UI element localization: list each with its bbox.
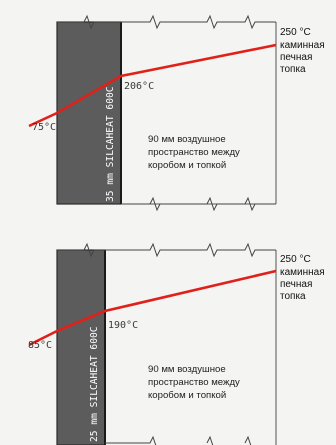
bottom-air-gap-note-line-2: пространство между [148,377,240,388]
top-board-label: 35 mm SILCAHEAT 600C [105,86,116,202]
top-firebox-temp: 250 °C [280,27,311,38]
bottom-diagram: 85°C 190°C 25 mm SILCAHEAT 600C 90 мм во… [28,244,327,445]
top-air-gap-note-line-2: пространство между [148,147,240,158]
top-diagram: 75°C 206°C 35 mm SILCAHEAT 600C 90 мм во… [29,16,327,210]
bottom-firebox-label: каминная печная топка [280,267,327,302]
top-temp-interface: 206°C [124,81,154,92]
top-temp-outside: 75°C [32,122,56,133]
bottom-firebox-label-line-2: печная [280,279,312,290]
top-firebox-label-line-1: каминная [280,40,325,51]
bottom-air-gap-note: 90 мм воздушное пространство между короб… [148,364,243,401]
bottom-firebox-temp: 250 °C [280,254,311,265]
bottom-temp-outside: 85°C [28,340,52,351]
bottom-air-gap-note-line-3: коробом и топкой [148,390,226,401]
bottom-temp-interface: 190°C [108,320,138,331]
top-firebox-label: каминная печная топка [280,40,327,75]
top-firebox-label-line-2: печная [280,52,312,63]
bottom-firebox-label-line-3: топка [280,291,306,302]
bottom-firebox-label-line-1: каминная [280,267,325,278]
top-air-gap-note-line-1: 90 мм воздушное [148,134,226,145]
top-air-gap-note: 90 мм воздушное пространство между короб… [148,134,243,171]
bottom-break-line-lower [105,437,252,445]
bottom-air-gap-note-line-1: 90 мм воздушное [148,364,226,375]
top-air-gap-note-line-3: коробом и топкой [148,160,226,171]
top-firebox-label-line-3: топка [280,64,306,75]
bottom-board-label: 25 mm SILCAHEAT 600C [89,326,100,442]
